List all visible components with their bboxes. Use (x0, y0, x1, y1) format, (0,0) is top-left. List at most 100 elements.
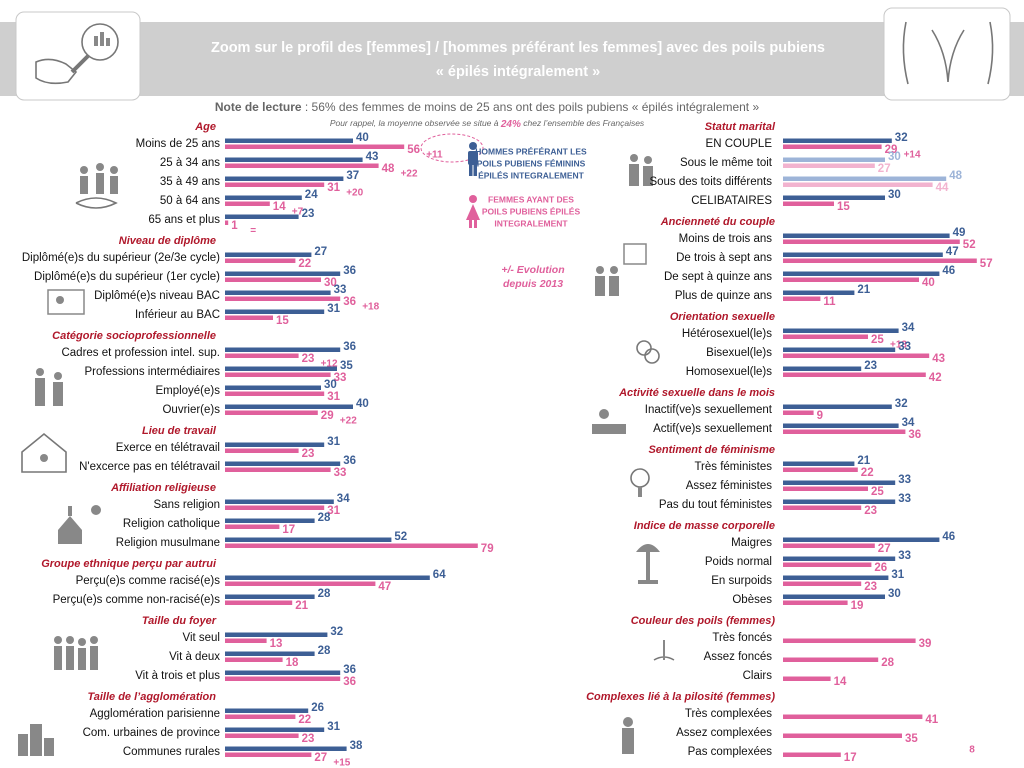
men-value: 33 (898, 341, 911, 353)
category-label: Moins de 25 ans (136, 138, 221, 150)
category-label: Plus de quinze ans (675, 290, 772, 302)
men-value: 21 (857, 284, 870, 296)
category-label: Religion musulmane (116, 537, 220, 549)
category-label: Clairs (743, 670, 773, 682)
women-bar (225, 657, 283, 662)
reading-note: Note de lecture : 56% des femmes de moin… (215, 100, 760, 114)
category-label: De sept à quinze ans (664, 271, 772, 283)
men-value: 28 (318, 588, 331, 600)
section-title: Activité sexuelle dans le mois (618, 387, 775, 399)
section-title: Groupe ethnique perçu par autrui (41, 558, 217, 570)
women-value: 27 (878, 543, 891, 555)
men-bar (225, 214, 299, 219)
men-bar (225, 651, 315, 656)
men-value: 32 (895, 132, 908, 144)
category-label: Inférieur au BAC (135, 309, 220, 321)
category-label: Religion catholique (123, 518, 220, 530)
category-label: Assez foncés (704, 651, 773, 663)
women-value: 48 (382, 163, 395, 175)
women-value: 23 (302, 448, 315, 460)
legend-man-icon (468, 142, 478, 176)
women-bar (783, 258, 977, 263)
women-value: 42 (929, 372, 942, 384)
evolution-label: +7 (292, 207, 304, 218)
category-label: Assez complexées (676, 727, 772, 739)
men-bar (225, 594, 315, 599)
men-bar (783, 328, 899, 333)
women-bar (783, 752, 841, 757)
women-value: 31 (327, 391, 340, 403)
men-value: 33 (334, 284, 347, 296)
body-icon (902, 21, 994, 85)
men-value: 33 (898, 474, 911, 486)
women-value: 57 (980, 258, 993, 270)
category-label: Maigres (731, 537, 772, 549)
men-bar (783, 195, 885, 200)
women-bar (783, 676, 831, 681)
men-value: 31 (327, 436, 340, 448)
women-value: 27 (878, 163, 891, 175)
header-icon-box (15, 11, 141, 101)
men-value: 33 (898, 493, 911, 505)
women-bar (225, 638, 267, 643)
men-bar (783, 138, 892, 143)
men-value: 35 (340, 360, 353, 372)
evolution-label: +14 (904, 150, 921, 161)
women-value: 25 (871, 334, 884, 346)
women-bar (225, 467, 331, 472)
men-value: 21 (857, 455, 870, 467)
women-value: 26 (874, 562, 887, 574)
category-label: Communes rurales (123, 746, 220, 758)
women-bar (783, 467, 858, 472)
men-bar (783, 252, 943, 257)
category-label: Très complexées (685, 708, 772, 720)
men-bar (783, 594, 885, 599)
men-value: 37 (346, 170, 359, 182)
men-bar (225, 404, 353, 409)
reminder-value: 24% (500, 119, 521, 130)
women-value: 33 (334, 467, 347, 479)
category-label: Diplômé(e)s du supérieur (2e/3e cycle) (22, 252, 220, 264)
men-bar (225, 176, 344, 181)
men-value: 46 (942, 265, 955, 277)
category-label: Assez féministes (686, 480, 773, 492)
women-value: 29 (885, 144, 898, 156)
reminder: Pour rappel, la moyenne observée se situ… (330, 118, 645, 129)
evolution-label: +20 (346, 188, 363, 199)
men-value: 49 (953, 227, 966, 239)
page-number: 8 (969, 745, 975, 756)
category-label: Pas du tout féministes (659, 499, 772, 511)
men-bar (783, 556, 896, 561)
women-bar (783, 182, 933, 187)
women-value: 31 (327, 505, 340, 517)
women-bar (783, 239, 960, 244)
women-value: 40 (922, 277, 935, 289)
men-value: 31 (327, 303, 340, 315)
legend-evolution: +/- Evolution (501, 264, 564, 276)
legend-men: ÉPILÉS INTEGRALEMENT (478, 170, 585, 180)
women-value: 35 (905, 733, 918, 745)
men-bar (225, 252, 312, 257)
women-bar (225, 277, 321, 282)
women-value: 19 (851, 600, 864, 612)
men-bar (783, 271, 940, 276)
category-label: Exerce en télétravail (116, 442, 220, 454)
category-label: Vit à trois et plus (135, 670, 220, 682)
category-label: 25 à 34 ans (160, 157, 220, 169)
men-bar (225, 499, 334, 504)
women-value: 36 (908, 429, 921, 441)
women-value: 23 (302, 353, 315, 365)
section-title: Ancienneté du couple (660, 216, 775, 228)
section-title: Taille du foyer (142, 615, 217, 627)
category-label: Perçu(e)s comme racisé(e)s (76, 575, 221, 587)
men-value: 30 (888, 588, 901, 600)
men-value: 34 (337, 493, 350, 505)
legend-men: HOMMES PRÉFÉRANT LES (475, 146, 587, 156)
men-bar (225, 271, 341, 276)
men-value: 34 (902, 322, 915, 334)
category-label: Sous des toits différents (649, 176, 772, 188)
category-label: Sous le même toit (680, 157, 773, 169)
women-bar (225, 600, 293, 605)
women-bar (225, 733, 299, 738)
